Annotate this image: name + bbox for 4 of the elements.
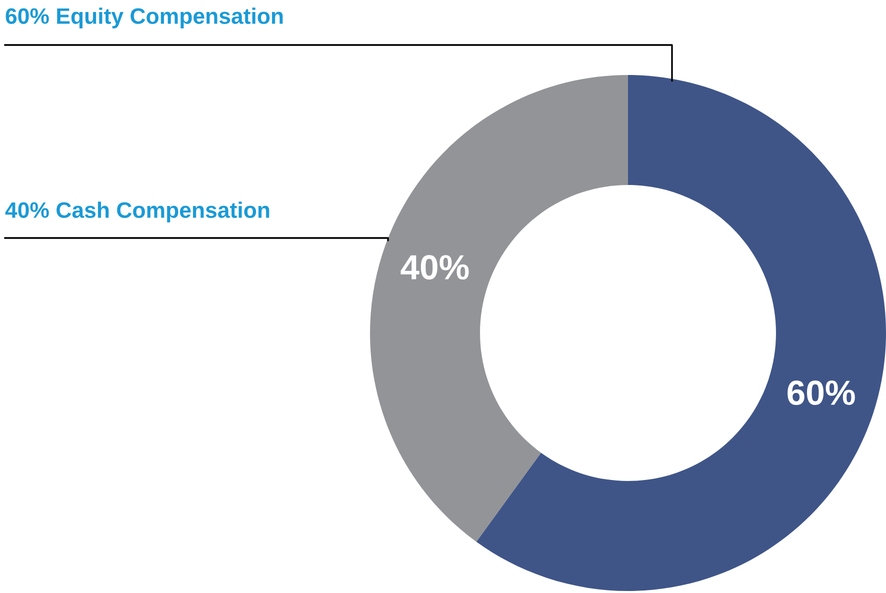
slice-label: 40% Cash Compensation (5, 202, 270, 222)
slice-label: 60% Equity Compensation (6, 8, 283, 28)
data-label: 40% (400, 255, 469, 280)
data-label: 60% (788, 380, 855, 406)
